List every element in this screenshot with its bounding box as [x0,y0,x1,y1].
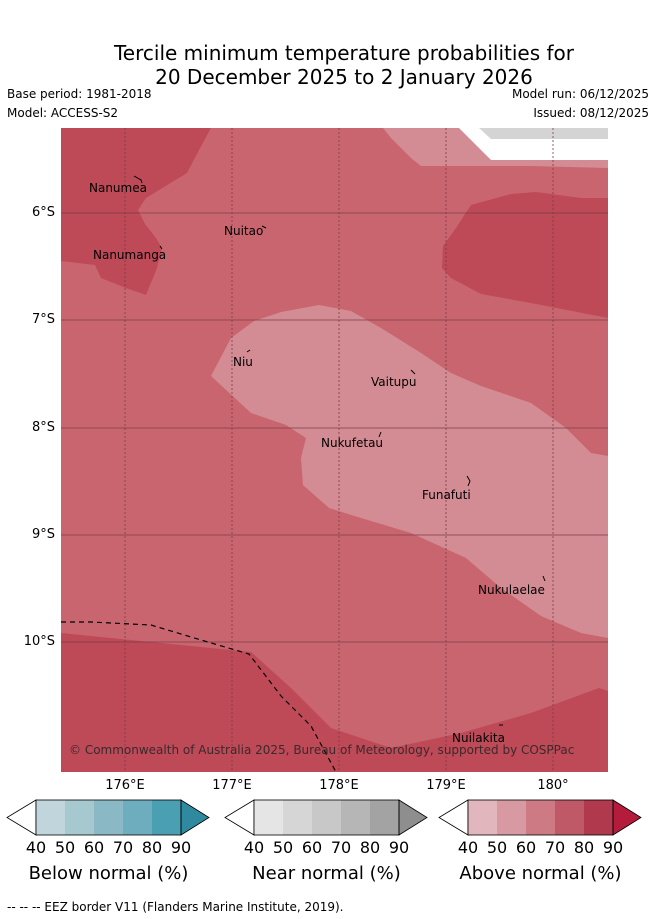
eez-border [61,621,337,772]
above-normal-label: Above normal (%) [459,863,622,884]
lon-label-180: 180° [537,778,569,793]
chart-title-line1: Tercile minimum temperature probabilitie… [113,41,575,65]
gridlines [61,128,608,772]
base-period: Base period: 1981-2018 [7,87,152,101]
label-funafuti: Funafuti [422,488,471,502]
near-bin-40 [254,800,283,835]
lat-label-6s: 6°S [31,205,55,220]
chart-title-line2: 20 December 2025 to 2 January 2026 [155,65,533,89]
lat-label-10s: 10°S [23,634,55,649]
near-bin-70 [341,800,370,835]
above-frame [467,799,614,836]
eez-footnote: -- -- -- EEZ border V11 (Flanders Marine… [7,900,344,914]
near-bin-80 [370,800,399,835]
below-tick-70: 70 [112,838,134,857]
near-tick-40: 40 [243,838,265,857]
label-nukufetau: Nukufetau [321,436,383,450]
zone-above-50-northeast [383,128,608,168]
island-nanumanga-icon [159,245,163,250]
lat-label-8s: 8°S [31,420,55,435]
zone-above-70-east [442,192,608,318]
lon-label-177e: 177°E [212,778,252,793]
label-niu: Niu [233,355,253,369]
above-bin-60 [526,800,555,835]
below-tick-90: 90 [170,838,192,857]
below-tick-50: 50 [54,838,76,857]
near-frame [253,799,400,836]
near-tick-80: 80 [359,838,381,857]
lon-label-179e: 179°E [426,778,466,793]
below-tick-40: 40 [25,838,47,857]
near-tick-50: 50 [272,838,294,857]
island-outlines [133,175,546,726]
above-tick-60: 60 [515,838,537,857]
above-bin-80 [584,800,613,835]
near-bin-50 [283,800,312,835]
above-bin-50 [497,800,526,835]
colorbar-above-normal [438,799,642,836]
near-tick-90: 90 [388,838,410,857]
colorbar-below-normal [6,799,210,836]
issued-date: Issued: 08/12/2025 [533,106,649,120]
zone-no-data-grey [479,128,608,139]
island-nuitao-icon [261,225,267,229]
map-panel: Nanumea Nuitao Nanumanga Niu Vaitupu Nuk… [61,128,608,772]
label-nukulaelae: Nukulaelae [478,583,545,597]
above-arrow-low [438,799,469,836]
below-normal-label: Below normal (%) [28,863,189,884]
below-bin-70 [123,800,152,835]
near-arrow-low [224,799,255,836]
above-bin-70 [555,800,584,835]
above-tick-50: 50 [486,838,508,857]
above-tick-80: 80 [573,838,595,857]
above-bin-40 [468,800,497,835]
island-vaitupu-icon [410,369,416,375]
above-tick-90: 90 [602,838,624,857]
label-nuilakita: Nuilakita [452,731,505,745]
label-nuitao: Nuitao [224,224,263,238]
below-frame [35,799,182,836]
above-tick-70: 70 [544,838,566,857]
lat-label-9s: 9°S [31,527,55,542]
label-vaitupu: Vaitupu [371,375,417,389]
below-arrow-high [180,799,210,836]
lat-label-7s: 7°S [31,312,55,327]
above-tick-40: 40 [457,838,479,857]
label-nanumea: Nanumea [89,181,147,195]
zone-above-70-south [61,633,608,772]
model-name: Model: ACCESS-S2 [7,106,119,120]
near-tick-70: 70 [330,838,352,857]
island-nanumea-icon [133,175,143,184]
below-bin-50 [65,800,94,835]
above-arrow-high [612,799,642,836]
probability-map: Nanumea Nuitao Nanumanga Niu Vaitupu Nuk… [61,128,608,772]
below-bin-60 [94,800,123,835]
near-tick-60: 60 [301,838,323,857]
island-nukulaelae-icon [542,575,546,582]
zone-above-50-central [211,305,608,638]
near-bin-60 [312,800,341,835]
zone-above-70-northwest [61,128,211,295]
near-normal-label: Near normal (%) [252,863,401,884]
island-funafuti-icon [466,475,471,487]
below-bin-40 [36,800,65,835]
model-run: Model run: 06/12/2025 [511,87,649,101]
copyright-notice: © Commonwealth of Australia 2025, Bureau… [69,743,574,757]
island-nukufetau-icon [378,431,382,438]
colorbar-near-normal [224,799,428,836]
below-tick-80: 80 [141,838,163,857]
below-bin-80 [152,800,181,835]
near-arrow-high [398,799,428,836]
lon-label-178e: 178°E [319,778,359,793]
below-arrow-low [6,799,37,836]
island-niu-icon [246,349,251,353]
label-nanumanga: Nanumanga [93,248,166,262]
below-tick-60: 60 [83,838,105,857]
lon-label-176e: 176°E [105,778,145,793]
